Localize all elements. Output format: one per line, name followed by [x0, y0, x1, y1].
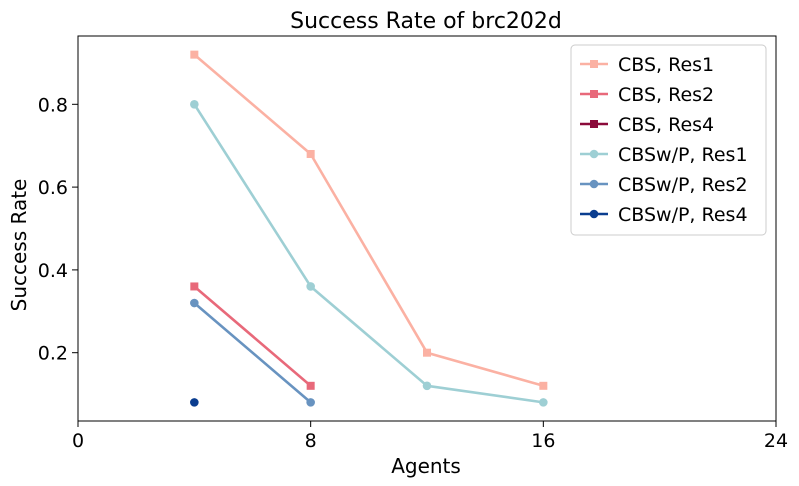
- legend-marker-1: [590, 90, 598, 98]
- data-point-3-2: [422, 381, 432, 391]
- legend-marker-5: [589, 209, 599, 219]
- x-tick-label: 0: [72, 430, 84, 452]
- legend-label-3: CBSw/P, Res1: [618, 144, 748, 166]
- x-tick-label: 24: [764, 430, 788, 452]
- legend-label-2: CBS, Res4: [618, 114, 714, 136]
- axes-frame: [77, 35, 777, 422]
- plot-area: [190, 50, 548, 407]
- series-line-1: [193, 285, 312, 388]
- legend-label-4: CBSw/P, Res2: [618, 174, 748, 196]
- x-tick-label: 8: [305, 430, 317, 452]
- legend-label-5: CBSw/P, Res4: [618, 204, 748, 226]
- legend-box: [570, 44, 767, 236]
- data-point-4-0: [190, 298, 199, 308]
- legend-marker-3: [589, 149, 599, 159]
- data-point-4-1: [306, 398, 315, 407]
- x-tick-label: 16: [531, 430, 555, 452]
- data-point-0-2: [423, 348, 431, 357]
- data-point-5-0: [190, 398, 199, 407]
- axes: 0 8 16 24 0.2 0.4 0.6 0.8: [38, 35, 788, 452]
- data-point-1-0: [190, 282, 199, 291]
- data-point-0-0: [190, 50, 199, 59]
- data-point-3-1: [306, 282, 315, 291]
- data-point-0-3: [539, 381, 548, 390]
- legend: CBS, Res1 CBS, Res2 CBS, Res4 CBSw/P, Res1 C…: [570, 44, 767, 236]
- legend-marker-0: [590, 60, 598, 68]
- y-axis-label: Success Rate: [7, 179, 31, 312]
- series-line-4: [193, 301, 312, 404]
- y-tick-label: 0.2: [38, 343, 68, 365]
- series-line-0: [193, 53, 545, 388]
- legend-marker-4: [589, 179, 599, 189]
- x-axis-label: Agents: [391, 454, 461, 478]
- chart-title: Success Rate of brc202d: [290, 9, 562, 34]
- data-point-0-1: [306, 149, 315, 158]
- y-tick-label: 0.8: [38, 94, 68, 116]
- y-tick-label: 0.4: [38, 260, 68, 282]
- legend-label-0: CBS, Res1: [618, 54, 714, 76]
- data-point-3-0: [190, 100, 199, 109]
- legend-marker-2: [590, 120, 598, 128]
- y-tick-label: 0.6: [38, 177, 68, 199]
- data-point-1-1: [306, 381, 315, 390]
- legend-label-1: CBS, Res2: [618, 84, 714, 106]
- series-line-3: [193, 103, 545, 404]
- data-point-3-3: [539, 398, 548, 407]
